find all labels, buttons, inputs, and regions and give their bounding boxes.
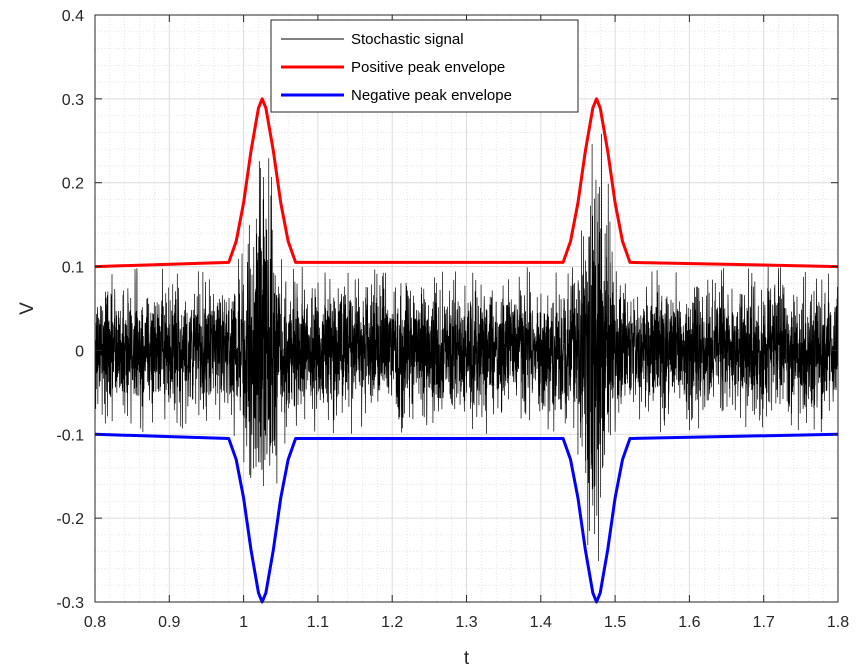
x-tick-label: 1.5 (604, 614, 626, 631)
y-tick-label: -0.3 (56, 595, 84, 612)
stochastic-signal-path (94, 133, 839, 562)
negative-envelope-line (94, 432, 839, 604)
legend-label: Positive peak envelope (351, 59, 505, 76)
x-tick-label: 0.8 (84, 614, 106, 631)
x-tick-label: 1.2 (381, 614, 403, 631)
positive-envelope-line (94, 97, 839, 269)
legend-label: Negative peak envelope (351, 87, 512, 104)
y-tick-label: -0.1 (56, 427, 84, 444)
envelope-lines (94, 97, 839, 604)
x-tick-label: 1.1 (307, 614, 329, 631)
legend: Stochastic signal Positive peak envelope N… (270, 19, 579, 113)
y-tick-label: 0 (75, 343, 84, 360)
y-tick-labels: -0.3 -0.2 -0.1 0 0.1 0.2 0.3 0.4 (56, 8, 84, 612)
y-tick-label: 0.1 (62, 260, 84, 277)
x-tick-labels: 0.8 0.9 1 1.1 1.2 1.3 1.4 1.5 1.6 1.7 1.8 (84, 614, 849, 631)
x-tick-label: 1.4 (530, 614, 552, 631)
x-axis-label: t (464, 648, 470, 669)
y-tick-label: -0.2 (56, 511, 84, 528)
stochastic-signal-line (94, 133, 839, 562)
y-tick-label: 0.4 (62, 8, 84, 25)
legend-label: Stochastic signal (351, 31, 464, 48)
y-tick-label: 0.2 (62, 176, 84, 193)
x-tick-label: 0.9 (158, 614, 180, 631)
x-tick-label: 1.8 (827, 614, 849, 631)
x-tick-label: 1.6 (678, 614, 700, 631)
x-tick-label: 1.7 (753, 614, 775, 631)
y-tick-label: 0.3 (62, 92, 84, 109)
x-tick-label: 1 (239, 614, 248, 631)
x-tick-label: 1.3 (455, 614, 477, 631)
y-axis-label: V (17, 302, 38, 315)
